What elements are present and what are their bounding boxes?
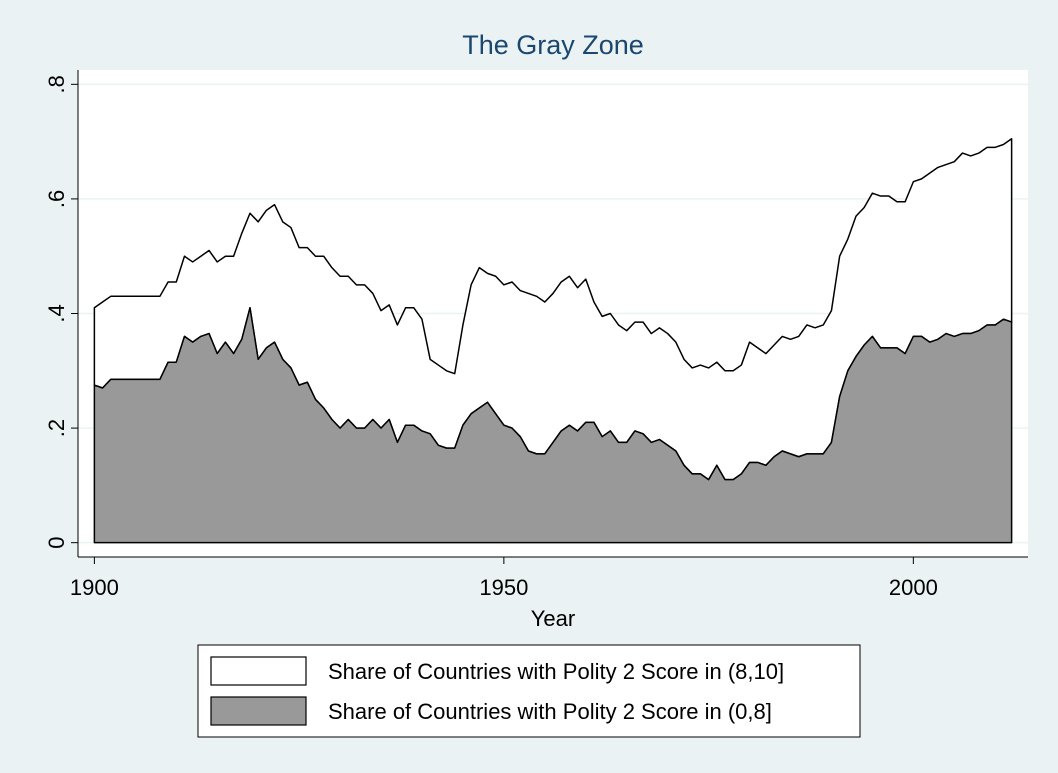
legend-swatch: [210, 656, 307, 686]
y-tick-label: .8: [44, 75, 69, 93]
y-tick-label: 0: [44, 537, 69, 549]
area: [93, 307, 1013, 544]
legend-swatch: [210, 696, 307, 726]
legend-label: Share of Countries with Polity 2 Score i…: [328, 699, 772, 724]
legend-label: Share of Countries with Polity 2 Score i…: [328, 659, 784, 684]
x-tick-label: 2000: [889, 575, 938, 600]
y-tick-label: .6: [44, 190, 69, 208]
y-tick-label: .2: [44, 419, 69, 437]
x-tick-label: 1900: [70, 575, 119, 600]
legend: [197, 644, 861, 738]
y-tick-label: .4: [44, 304, 69, 322]
chart-title: The Gray Zone: [462, 30, 644, 60]
x-axis-label: Year: [531, 606, 575, 631]
x-tick-label: 1950: [479, 575, 528, 600]
